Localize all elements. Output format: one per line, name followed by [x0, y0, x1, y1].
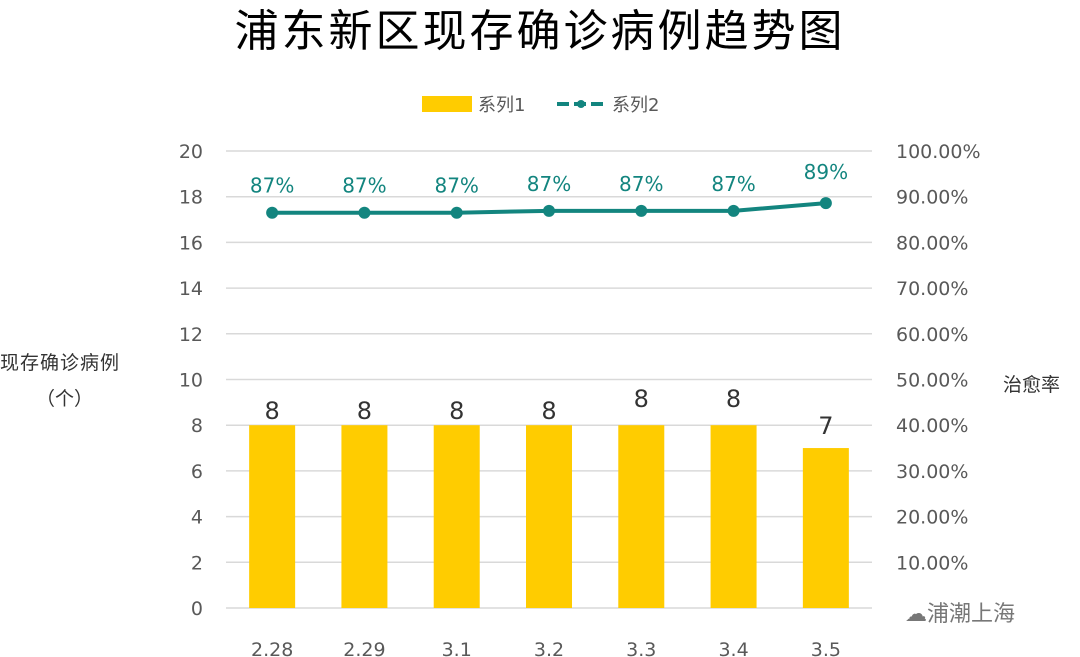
x-tick-label: 2.29: [343, 639, 385, 657]
y2-tick-label: 20.00%: [896, 507, 968, 529]
wechat-icon: ☁: [905, 602, 927, 627]
line-point: [635, 204, 648, 217]
bar: [341, 425, 388, 608]
line-series: [266, 197, 832, 219]
y-tick-label: 2: [191, 552, 203, 574]
bar: [710, 425, 757, 608]
x-tick-label: 3.2: [534, 639, 564, 657]
line-point: [727, 204, 740, 217]
y-tick-label: 0: [191, 598, 203, 620]
y-tick-label: 10: [179, 370, 203, 392]
y2-tick-label: 10.00%: [896, 552, 968, 574]
y-tick-label: 14: [179, 278, 203, 300]
bar: [433, 425, 480, 608]
y-tick-label: 4: [191, 507, 203, 529]
bar-value-label: 8: [265, 397, 280, 425]
legend-swatch-marker: [577, 100, 585, 108]
y2-tick-label: 90.00%: [896, 187, 968, 209]
y-tick-label: 20: [179, 141, 203, 163]
x-tick-label: 3.5: [811, 639, 841, 657]
bar-value-label: 8: [634, 385, 649, 413]
bar: [526, 425, 572, 608]
y2-tick-label: 50.00%: [896, 370, 968, 392]
line-value-label: 87%: [342, 174, 386, 198]
axis-ticks: 0 2 4 6 8 10 12 14 16 18 20 10.00% 20.00% 30.00% 40.00…: [179, 141, 981, 657]
y-tick-label: 18: [179, 187, 203, 209]
bar: [618, 425, 665, 608]
bar: [802, 448, 849, 608]
bar-value-label: 8: [541, 397, 556, 425]
line-value-label: 87%: [527, 172, 571, 196]
bar-value-label: 7: [818, 412, 833, 440]
y-tick-label: 8: [191, 415, 203, 437]
chart-title: 浦东新区现存确诊病例趋势图: [234, 6, 846, 57]
x-tick-label: 2.28: [251, 639, 293, 657]
y-tick-label: 6: [191, 461, 203, 483]
y2-tick-label: 30.00%: [896, 461, 968, 483]
line-point: [543, 204, 555, 217]
watermark: ☁浦潮上海: [905, 602, 1016, 627]
y2-tick-label: 80.00%: [896, 232, 968, 254]
bar-value-label: 8: [726, 385, 741, 413]
data-labels: 8 8 8 8 8 8 7 87% 87% 87% 87% 87% 87% 89%: [250, 160, 848, 440]
y2-tick-label: 40.00%: [896, 415, 968, 437]
x-tick-label: 3.4: [718, 639, 748, 657]
y2-tick-label: 60.00%: [896, 324, 968, 346]
line-point: [819, 197, 832, 210]
bar-value-label: 8: [449, 397, 464, 425]
line-value-label: 87%: [711, 172, 755, 196]
line-value-label: 87%: [250, 174, 294, 198]
legend-label: 系列1: [478, 95, 525, 116]
y2-tick-label: 100.00%: [896, 141, 981, 163]
y-axis-label: 现存确诊病例: [0, 352, 121, 374]
y-tick-label: 12: [179, 324, 203, 346]
legend-label: 系列2: [612, 95, 659, 116]
x-tick-label: 3.1: [442, 639, 472, 657]
line-point: [358, 206, 371, 219]
line-point: [266, 206, 279, 219]
line-value-label: 87%: [434, 174, 478, 198]
legend-swatch-bar: [422, 96, 472, 112]
bar-series: [249, 425, 849, 608]
x-tick-label: 3.3: [626, 639, 656, 657]
bar: [249, 425, 296, 608]
y-tick-label: 16: [179, 232, 203, 254]
y2-axis-label: 治愈率: [1003, 374, 1061, 396]
line-value-label: 87%: [619, 172, 663, 196]
y2-tick-label: 70.00%: [896, 278, 968, 300]
line-value-label: 89%: [804, 160, 848, 184]
y-axis-unit: （个）: [36, 388, 94, 410]
legend: 系列1 系列2: [422, 95, 659, 116]
line-point: [450, 206, 463, 219]
bar-value-label: 8: [357, 397, 372, 425]
